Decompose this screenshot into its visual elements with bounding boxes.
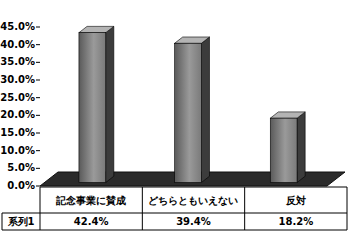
bar [270,118,297,182]
data-label: 18.2% [245,213,347,230]
series-name: 系列1 [2,213,40,230]
bar-top [79,26,114,32]
bar-top [175,37,210,43]
table-line [2,230,347,231]
y-tick-label: 25.0% [0,92,35,103]
table-line [2,213,347,214]
y-tick-label: 0.0% [0,180,35,191]
y-tick [36,186,40,187]
category-label: 記念事業に賛成 [40,187,142,213]
y-tick-label: 10.0% [0,145,35,156]
table-line [40,187,41,230]
y-tick-label: 45.0% [0,21,35,32]
bar [79,33,106,183]
chart: 0.0% 5.0% 10.0% 15.0% 20.0% 25.0% 30.0% 35.0% 40… [0,0,350,231]
bar-side [297,112,305,183]
y-tick [36,44,40,45]
bar-side [106,26,114,182]
y-tick [36,27,40,28]
y-tick-label: 30.0% [0,74,35,85]
y-tick-label: 20.0% [0,109,35,120]
bar-top [270,112,305,118]
y-tick [36,115,40,116]
y-tick [36,62,40,63]
data-label: 39.4% [142,213,244,230]
y-tick [36,97,40,98]
y-tick [36,133,40,134]
bars [79,26,305,182]
y-tick [36,150,40,151]
bar-side [201,37,209,183]
table-line [244,187,245,230]
table-line [40,187,347,188]
table-line [142,187,143,230]
y-tick [36,80,40,81]
y-tick-label: 15.0% [0,127,35,138]
y-tick-label: 40.0% [0,39,35,50]
table-line [347,187,348,230]
table-line [2,213,3,230]
bar [175,43,202,182]
y-tick-label: 35.0% [0,56,35,67]
y-tick-label: 5.0% [0,162,35,173]
category-label: どちらともいえない [142,187,244,213]
data-label: 42.4% [40,213,142,230]
category-label: 反対 [245,187,347,213]
y-tick [36,168,40,169]
